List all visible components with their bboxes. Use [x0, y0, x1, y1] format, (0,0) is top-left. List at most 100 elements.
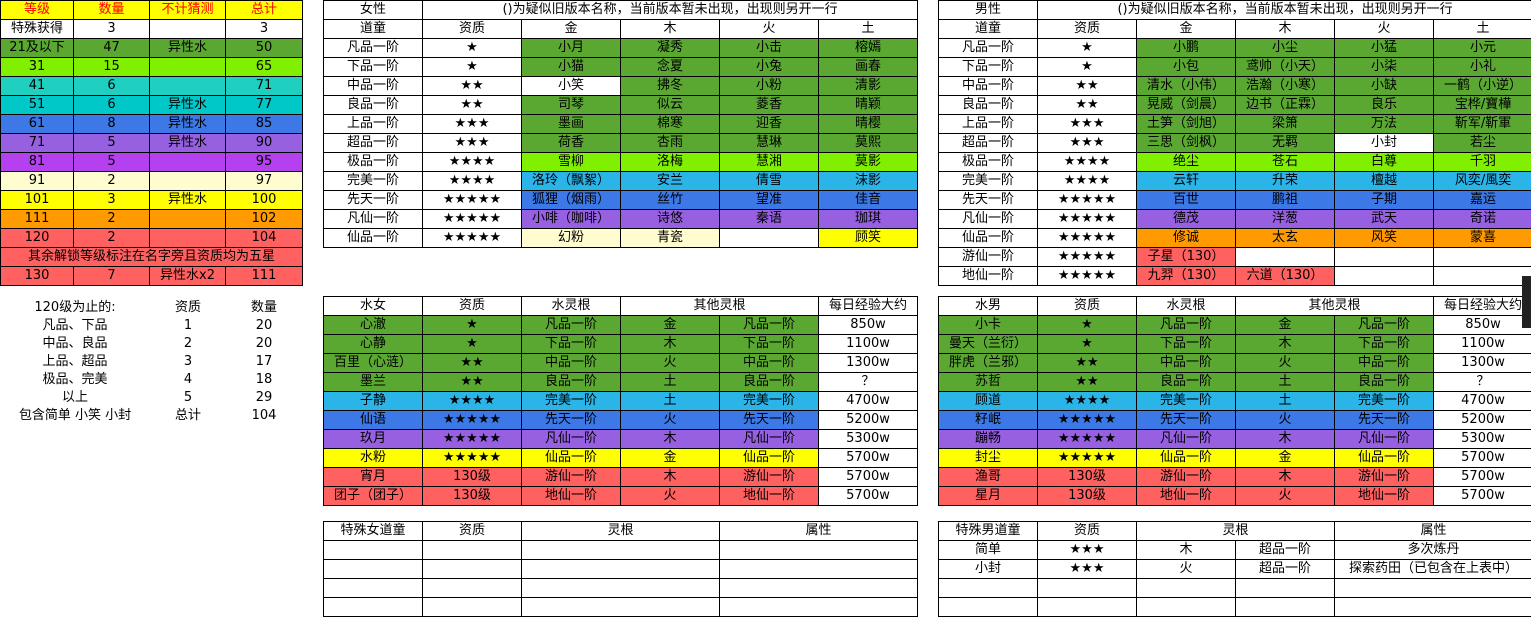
table-cell: 良品一阶	[720, 373, 819, 392]
table-row: 中品一阶★★小笑拂冬小粉清影	[324, 77, 918, 96]
table-cell: 无羁	[1236, 134, 1335, 153]
table-cell: ★★★★★	[1038, 449, 1137, 468]
table-cell: ★★★★★	[423, 411, 522, 430]
table-cell: 团子（团子）	[324, 487, 423, 506]
table-cell: 地仙一阶	[720, 487, 819, 506]
table-cell: 良品一阶	[1335, 373, 1434, 392]
table-cell: 100	[226, 191, 303, 210]
table-cell: 良品一阶	[324, 96, 423, 115]
table-cell: 小元	[1434, 39, 1531, 58]
table-cell: 火	[621, 354, 720, 373]
female-header: 道童 资质 金 木 火 土	[324, 20, 918, 39]
table-row: 仙品一阶★★★★★修诚太玄风笑蒙喜	[939, 229, 1531, 248]
table-cell: 洛梅	[621, 153, 720, 172]
table-cell: 心澈	[324, 316, 423, 335]
table-cell: 6	[74, 77, 150, 96]
table-cell: 下品一阶	[1335, 335, 1434, 354]
table-cell: ★★	[423, 354, 522, 373]
table-cell: 先天一阶	[1335, 411, 1434, 430]
table-cell: 凡品一阶	[522, 316, 621, 335]
table-cell: 云轩	[1137, 172, 1236, 191]
table-cell: 幻粉	[522, 229, 621, 248]
table-cell: 荷香	[522, 134, 621, 153]
table-cell: 凡仙一阶	[939, 210, 1038, 229]
table-cell: 异性水	[150, 96, 226, 115]
table-cell	[150, 153, 226, 172]
table-cell: 凡品一阶	[1137, 316, 1236, 335]
table-cell	[1335, 267, 1434, 286]
empty-cell	[324, 598, 423, 617]
empty-cell	[720, 579, 918, 598]
table-cell: 宝桦/寶樺	[1434, 96, 1531, 115]
table-cell: 土	[1236, 392, 1335, 411]
table-cell: ★★★★★	[423, 210, 522, 229]
table-cell: 完美一阶	[522, 392, 621, 411]
table-cell: 土	[1236, 373, 1335, 392]
table-cell: ★★★	[423, 115, 522, 134]
table-cell: ★★	[1038, 77, 1137, 96]
table-cell: 凝秀	[621, 39, 720, 58]
table-cell: 梁箫	[1236, 115, 1335, 134]
table-cell: 先天一阶	[522, 411, 621, 430]
table-cell: 珈琪	[819, 210, 918, 229]
table-cell: ★★★★★	[1038, 248, 1137, 267]
table-cell: 边书（正霖）	[1236, 96, 1335, 115]
table-cell: 苍石	[1236, 153, 1335, 172]
water-female-header: 水女 资质 水灵根 其他灵根 每日经验大约	[324, 297, 918, 316]
table-cell: 5700w	[1434, 449, 1531, 468]
empty-cell	[1335, 579, 1531, 598]
table-cell: 总计	[150, 407, 226, 425]
header-cell: 灵根	[522, 522, 720, 541]
header-cell: 资质	[423, 297, 522, 316]
table-cell: 仙品一阶	[939, 229, 1038, 248]
table-cell: 71	[1, 134, 74, 153]
table-cell: 仙品一阶	[1335, 449, 1434, 468]
table-cell: 地仙一阶	[1137, 487, 1236, 506]
table-cell: 5200w	[1434, 411, 1531, 430]
table-cell: 85	[226, 115, 303, 134]
table-cell: ★	[423, 316, 522, 335]
table-cell: 2	[74, 229, 150, 248]
table-cell: 小封	[1335, 134, 1434, 153]
table-cell: 中品一阶	[522, 354, 621, 373]
table-cell: 凡仙一阶	[1137, 430, 1236, 449]
table-cell: 5300w	[1434, 430, 1531, 449]
table-cell: 先天一阶	[720, 411, 819, 430]
table-cell: 游仙一阶	[1335, 468, 1434, 487]
table-cell: 8	[74, 115, 150, 134]
table-cell: 地仙一阶	[1335, 487, 1434, 506]
table-row: 凡仙一阶★★★★★德茂洋葱武天奇诺	[939, 210, 1531, 229]
table-cell: 金	[1236, 449, 1335, 468]
table-cell: 金	[621, 449, 720, 468]
scrollbar-thumb[interactable]	[1522, 276, 1531, 328]
header-cell: 总计	[226, 1, 303, 20]
table-cell: 97	[226, 172, 303, 191]
female-title: 女性	[324, 1, 423, 20]
table-cell: 三思（剑枫）	[1137, 134, 1236, 153]
table-cell: 小月	[522, 39, 621, 58]
table-cell: 小击	[720, 39, 819, 58]
table-cell: 21及以下	[1, 39, 74, 58]
table-cell: 130级	[1038, 468, 1137, 487]
table-cell: ★★★	[1038, 115, 1137, 134]
table-cell: 倩雪	[720, 172, 819, 191]
table-row: 凡品一阶★小月凝秀小击榕嫣	[324, 39, 918, 58]
table-cell: 洛玲（飘絮）	[522, 172, 621, 191]
table-cell: 71	[226, 77, 303, 96]
empty-cell	[522, 541, 720, 560]
empty-cell	[1038, 598, 1137, 617]
table-cell: 木	[1236, 468, 1335, 487]
female-note: ()为疑似旧版本名称，当前版本暂未出现，出现则另开一行	[423, 1, 918, 20]
header-cell: 灵根	[1137, 522, 1335, 541]
table-cell: 中品一阶	[1335, 354, 1434, 373]
table-cell: 先天一阶	[1137, 411, 1236, 430]
